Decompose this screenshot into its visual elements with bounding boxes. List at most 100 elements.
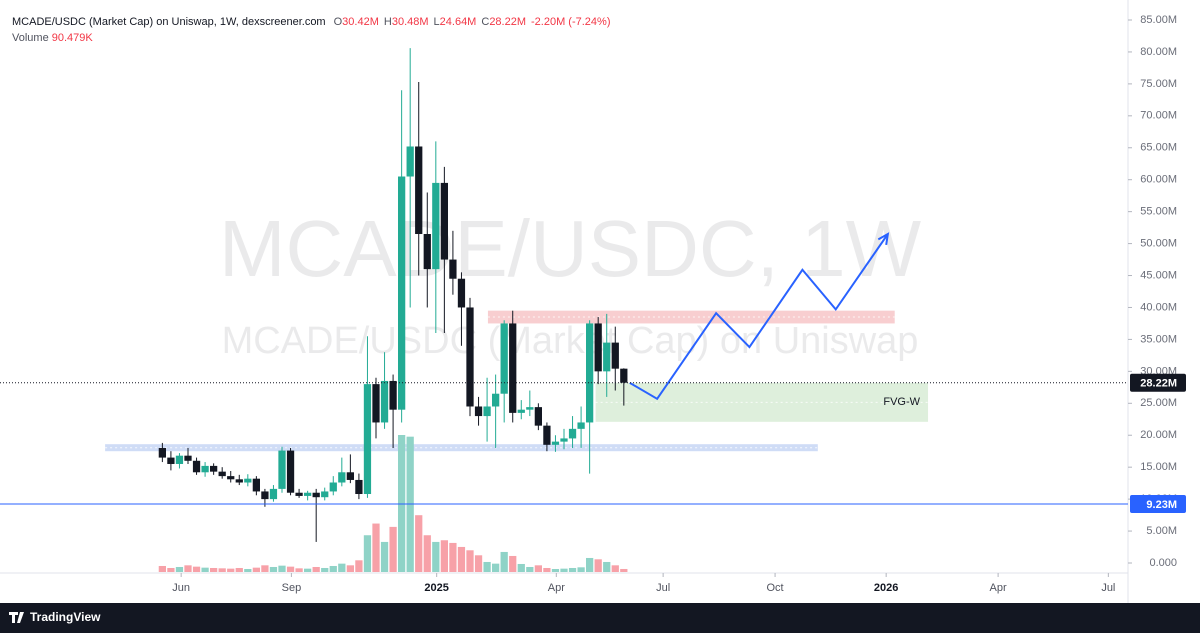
legend-key: O	[333, 16, 343, 28]
x-tick-label: 2026	[874, 582, 898, 594]
legend-key: C	[481, 16, 490, 28]
volume-bar	[526, 566, 534, 572]
ohlc: O30.42M H30.48M L24.64M C28.22M	[334, 16, 531, 28]
y-tick-label: 15.00M	[1140, 461, 1177, 473]
candle-body	[295, 492, 303, 496]
legend: MCADE/USDC (Market Cap) on Uniswap, 1W, …	[12, 14, 616, 46]
volume-bar	[158, 565, 166, 572]
volume-bar	[474, 555, 483, 572]
legend-key: H	[383, 16, 392, 28]
volume-bar	[620, 568, 628, 572]
candle-body	[492, 393, 500, 407]
legend-key: L	[433, 16, 440, 28]
candle-body	[603, 342, 611, 372]
volume-bar	[423, 535, 431, 572]
candle-body	[577, 422, 585, 429]
volume-bar	[389, 526, 397, 572]
volume-bar	[586, 557, 594, 572]
volume-bar	[415, 515, 423, 572]
volume-bar	[363, 535, 372, 572]
change: -2.20M (-7.24%)	[531, 16, 611, 28]
volume-bar	[192, 566, 201, 572]
zone-label: FVG-W	[883, 396, 920, 408]
brand-logo	[9, 612, 24, 623]
zone	[487, 310, 895, 324]
candle-body	[534, 407, 542, 426]
volume-name: Volume	[12, 32, 49, 44]
candle-body	[338, 472, 346, 483]
candle-body	[483, 406, 491, 417]
candle-body	[500, 323, 508, 394]
legend-title: MCADE/USDC (Market Cap) on Uniswap, 1W, …	[12, 16, 326, 28]
volume-bar	[603, 561, 611, 572]
volume-bar	[380, 541, 389, 572]
y-tick-label: 75.00M	[1140, 78, 1177, 90]
projection-line	[629, 233, 889, 401]
volume-bar	[244, 568, 252, 572]
volume-bar	[457, 546, 466, 572]
candle-body	[432, 182, 440, 270]
y-tick-label: 50.00M	[1140, 237, 1177, 249]
price-label-box	[1130, 495, 1186, 514]
candle-body	[235, 479, 243, 483]
x-tick-label: 2025	[424, 582, 448, 594]
y-tick-label: 85.00M	[1140, 14, 1177, 26]
x-tick-label: Jul	[1101, 582, 1115, 594]
y-tick-label: 0.000	[1149, 557, 1177, 569]
volume-bar	[269, 566, 278, 572]
candle-body	[517, 409, 525, 413]
candle-body	[218, 471, 226, 477]
candle-body	[440, 182, 448, 260]
candle-body	[543, 425, 551, 445]
candle-body	[474, 406, 483, 417]
watermark: MCADE/USDC, 1W	[219, 204, 922, 293]
watermark: MCADE/USDC (Market Cap) on Uniswap	[222, 320, 919, 362]
volume-bar	[278, 565, 286, 572]
legend-value: 24.64M	[439, 16, 477, 28]
volume-bar	[500, 551, 508, 572]
candle-body	[286, 450, 295, 493]
x-tick-label: Jun	[172, 582, 190, 594]
volume-bar	[167, 567, 175, 572]
candle-body	[526, 407, 534, 410]
y-tick-label: 5.00M	[1146, 525, 1177, 537]
volume-bar	[517, 563, 525, 572]
volume-bar	[432, 541, 440, 572]
y-tick-label: 60.00M	[1140, 174, 1177, 186]
y-tick-label: 65.00M	[1140, 142, 1177, 154]
volume-bar	[509, 555, 517, 572]
volume-bar	[235, 567, 243, 572]
candle-body	[244, 478, 252, 483]
candle-body	[509, 323, 517, 413]
volume-bar	[175, 566, 184, 572]
x-tick-label: Apr	[990, 582, 1007, 594]
candle-body	[398, 176, 406, 410]
volume-bar	[492, 563, 500, 572]
volume-bar	[218, 568, 226, 572]
legend-value: 28.22M	[489, 16, 527, 28]
volume-bar	[210, 567, 218, 572]
legend-value: 30.48M	[391, 16, 429, 28]
volume-bar	[568, 567, 577, 572]
legend-row: Volume 90.479K	[12, 30, 616, 46]
y-tick-label: 40.00M	[1140, 301, 1177, 313]
volume-bar	[560, 568, 568, 572]
projection-arrowhead	[877, 232, 890, 246]
volume-bar	[321, 567, 329, 572]
volume-bar	[261, 565, 269, 572]
candle-body	[252, 478, 260, 492]
volume-bar	[483, 561, 491, 572]
x-tick-label: Oct	[767, 582, 784, 594]
volume-bar	[355, 560, 363, 572]
volume-bar	[543, 567, 551, 572]
candle-body	[594, 323, 602, 372]
candle-body	[551, 441, 560, 445]
volume-bar	[338, 563, 346, 572]
x-tick-label: Apr	[548, 582, 565, 594]
volume-bar	[201, 567, 209, 572]
y-tick-label: 25.00M	[1140, 397, 1177, 409]
volume-bar	[286, 566, 295, 572]
candle-body	[466, 307, 474, 407]
candle-body	[568, 428, 577, 439]
